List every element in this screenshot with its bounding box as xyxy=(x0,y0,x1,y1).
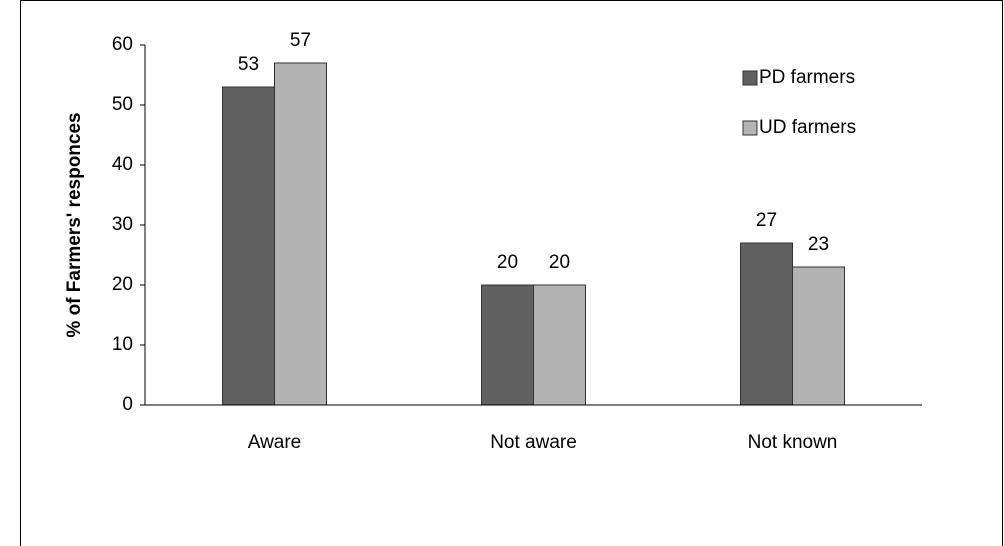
legend-swatch xyxy=(742,70,758,86)
data-label: 20 xyxy=(497,252,518,273)
y-tick-label: 30 xyxy=(112,214,133,235)
x-tick-label: Not known xyxy=(748,432,838,453)
data-label: 20 xyxy=(549,252,570,273)
legend-label: UD farmers xyxy=(759,117,856,138)
legend-swatch xyxy=(742,120,758,136)
bar xyxy=(274,62,327,406)
y-tick-label: 50 xyxy=(112,94,133,115)
x-tick-label: Not aware xyxy=(490,432,577,453)
bar xyxy=(222,86,275,406)
legend-label: PD farmers xyxy=(759,67,855,88)
chart-border xyxy=(20,0,1003,546)
y-tick-label: 10 xyxy=(112,334,133,355)
bar xyxy=(792,266,845,406)
y-tick-label: 20 xyxy=(112,274,133,295)
bar xyxy=(481,284,534,406)
bar xyxy=(533,284,586,406)
y-tick-label: 60 xyxy=(112,34,133,55)
y-tick-label: 0 xyxy=(122,394,133,415)
y-axis-title: % of Farmers' responces xyxy=(64,112,85,337)
data-label: 23 xyxy=(808,234,829,255)
data-label: 57 xyxy=(290,30,311,51)
data-label: 53 xyxy=(238,54,259,75)
y-tick-label: 40 xyxy=(112,154,133,175)
x-tick-label: Aware xyxy=(248,432,302,453)
data-label: 27 xyxy=(756,210,777,231)
bar xyxy=(740,242,793,406)
